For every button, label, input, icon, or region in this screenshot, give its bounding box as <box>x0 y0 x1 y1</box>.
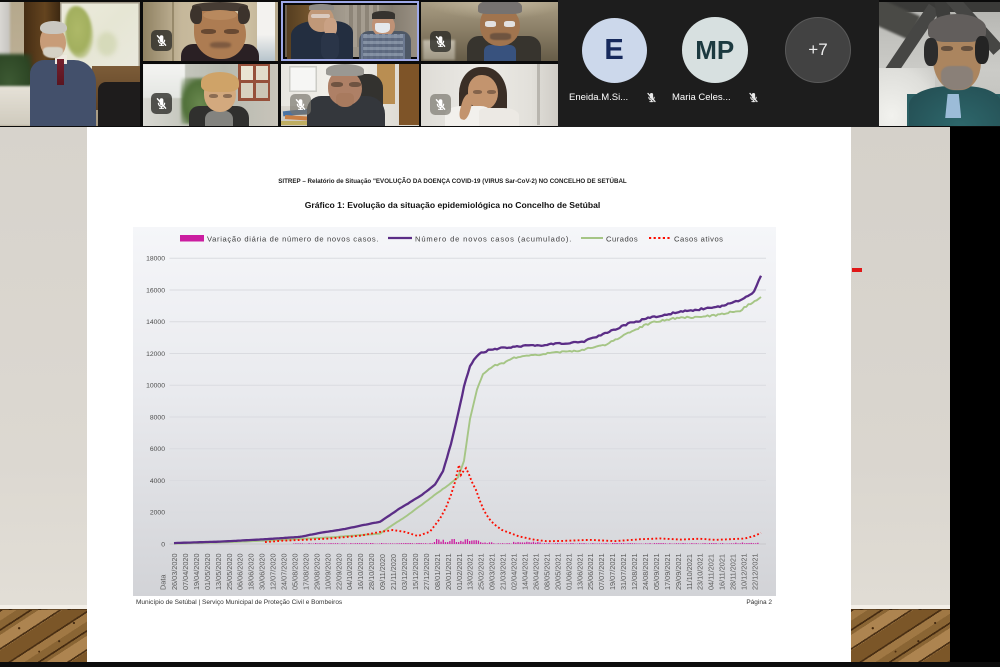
svg-text:09/03/2021: 09/03/2021 <box>488 553 497 590</box>
svg-text:09/11/2020: 09/11/2020 <box>378 554 387 590</box>
svg-text:8000: 8000 <box>150 414 165 421</box>
svg-text:01/06/2021: 01/06/2021 <box>564 553 573 590</box>
svg-text:25/02/2021: 25/02/2021 <box>477 553 486 590</box>
svg-text:17/08/2020: 17/08/2020 <box>301 553 310 590</box>
svg-text:25/05/2020: 25/05/2020 <box>225 553 234 590</box>
svg-text:20/05/2021: 20/05/2021 <box>553 553 562 590</box>
svg-text:24/07/2020: 24/07/2020 <box>280 553 289 590</box>
svg-text:27/12/2020: 27/12/2020 <box>422 553 431 590</box>
svg-text:10000: 10000 <box>146 383 165 390</box>
svg-text:03/12/2020: 03/12/2020 <box>400 553 409 590</box>
svg-text:2000: 2000 <box>150 510 165 517</box>
svg-text:06/06/2020: 06/06/2020 <box>236 553 245 590</box>
svg-text:0: 0 <box>161 541 165 548</box>
svg-text:07/04/2020: 07/04/2020 <box>181 553 190 590</box>
svg-text:Número de novos casos (acumula: Número de novos casos (acumulado). <box>415 235 572 244</box>
svg-text:6000: 6000 <box>150 446 165 453</box>
svg-text:14000: 14000 <box>146 319 165 326</box>
svg-text:19/04/2020: 19/04/2020 <box>192 553 201 590</box>
svg-text:05/08/2020: 05/08/2020 <box>291 553 300 590</box>
svg-text:21/11/2020: 21/11/2020 <box>389 554 398 590</box>
svg-text:28/11/2021: 28/11/2021 <box>729 554 738 590</box>
svg-text:Casos ativos: Casos ativos <box>674 235 723 244</box>
svg-text:29/08/2020: 29/08/2020 <box>312 553 321 590</box>
svg-text:07/07/2021: 07/07/2021 <box>597 553 606 590</box>
svg-text:24/08/2021: 24/08/2021 <box>641 553 650 590</box>
svg-text:01/02/2021: 01/02/2021 <box>455 553 464 590</box>
svg-text:17/09/2021: 17/09/2021 <box>663 553 672 590</box>
svg-text:29/09/2021: 29/09/2021 <box>674 553 683 590</box>
svg-text:16000: 16000 <box>146 287 165 294</box>
svg-text:10/12/2021: 10/12/2021 <box>740 553 749 590</box>
svg-text:22/12/2021: 22/12/2021 <box>751 553 760 590</box>
svg-text:30/06/2020: 30/06/2020 <box>258 553 267 590</box>
svg-text:16/10/2020: 16/10/2020 <box>356 553 365 590</box>
svg-text:Data: Data <box>158 574 167 590</box>
svg-text:08/05/2021: 08/05/2021 <box>542 553 551 590</box>
svg-text:12000: 12000 <box>146 351 165 358</box>
svg-text:12/07/2020: 12/07/2020 <box>269 553 278 590</box>
svg-text:31/07/2021: 31/07/2021 <box>619 553 628 590</box>
svg-text:04/11/2021: 04/11/2021 <box>707 554 716 590</box>
svg-text:4000: 4000 <box>150 478 165 485</box>
svg-text:02/04/2021: 02/04/2021 <box>510 553 519 590</box>
svg-text:26/04/2021: 26/04/2021 <box>531 553 540 590</box>
svg-text:26/03/2020: 26/03/2020 <box>170 553 179 590</box>
svg-text:10/09/2020: 10/09/2020 <box>323 553 332 590</box>
svg-text:21/03/2021: 21/03/2021 <box>499 553 508 590</box>
svg-text:18/06/2020: 18/06/2020 <box>247 553 256 590</box>
svg-text:28/10/2020: 28/10/2020 <box>367 553 376 590</box>
svg-text:05/09/2021: 05/09/2021 <box>652 553 661 590</box>
svg-text:16/11/2021: 16/11/2021 <box>718 554 727 590</box>
svg-text:01/05/2020: 01/05/2020 <box>203 553 212 590</box>
svg-text:11/10/2021: 11/10/2021 <box>685 554 694 590</box>
svg-text:25/06/2021: 25/06/2021 <box>586 553 595 590</box>
svg-text:13/06/2021: 13/06/2021 <box>575 553 584 590</box>
svg-text:13/05/2020: 13/05/2020 <box>214 553 223 590</box>
svg-text:Curados: Curados <box>606 235 638 244</box>
svg-text:18000: 18000 <box>146 256 165 263</box>
svg-text:22/09/2020: 22/09/2020 <box>334 553 343 590</box>
svg-text:13/02/2021: 13/02/2021 <box>466 553 475 590</box>
svg-text:12/08/2021: 12/08/2021 <box>630 553 639 590</box>
svg-text:04/10/2020: 04/10/2020 <box>345 553 354 590</box>
svg-text:15/12/2020: 15/12/2020 <box>411 553 420 590</box>
svg-text:23/10/2021: 23/10/2021 <box>696 553 705 590</box>
svg-text:20/01/2021: 20/01/2021 <box>444 553 453 590</box>
svg-text:08/01/2021: 08/01/2021 <box>433 553 442 590</box>
svg-text:19/07/2021: 19/07/2021 <box>608 553 617 590</box>
svg-text:Variação diária de número de n: Variação diária de número de novos casos… <box>207 235 379 244</box>
svg-text:14/04/2021: 14/04/2021 <box>521 553 530 590</box>
